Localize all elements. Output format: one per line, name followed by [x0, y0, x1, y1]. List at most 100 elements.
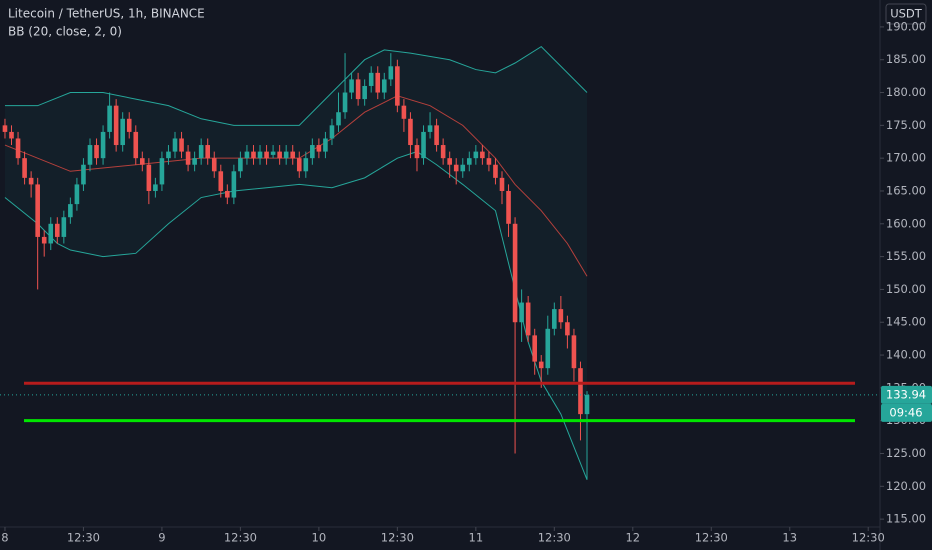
- candle-body: [94, 145, 99, 159]
- candle-body: [375, 72, 381, 93]
- candle-body: [100, 131, 106, 159]
- countdown-label: 09:46: [889, 405, 922, 419]
- candle-body: [211, 158, 217, 172]
- candle-body: [192, 158, 197, 165]
- y-tick-label: 125.00: [886, 446, 926, 460]
- candle-body: [126, 118, 132, 132]
- y-tick-label: 175.00: [886, 118, 926, 132]
- candle-body: [41, 236, 47, 244]
- candle-body: [329, 125, 335, 139]
- y-tick-label: 185.00: [886, 52, 926, 66]
- candle-body: [440, 145, 446, 159]
- candle-body: [198, 145, 204, 159]
- y-tick-label: 150.00: [886, 282, 926, 296]
- y-tick-label: 155.00: [886, 249, 926, 263]
- candle-body: [303, 158, 309, 172]
- candle-body: [244, 151, 250, 159]
- candle-body: [414, 145, 420, 159]
- candle-body: [453, 164, 459, 172]
- candle-body: [225, 190, 230, 198]
- candle-body: [218, 171, 224, 191]
- candle-body: [381, 79, 387, 93]
- candle-body: [480, 151, 485, 159]
- candle-body: [68, 204, 73, 218]
- x-tick-label: 12:30: [224, 531, 257, 545]
- candle-body: [421, 131, 426, 159]
- candle-body: [525, 302, 531, 336]
- candle-body: [310, 145, 315, 159]
- candle-body: [264, 151, 269, 159]
- candle-body: [584, 394, 590, 415]
- y-tick-label: 145.00: [886, 315, 926, 329]
- y-tick-label: 115.00: [886, 512, 926, 526]
- candle-body: [22, 158, 27, 178]
- candle-body: [28, 177, 34, 185]
- last-price-label: 133.94: [886, 387, 926, 401]
- candle-body: [231, 171, 237, 198]
- y-tick-label: 180.00: [886, 85, 926, 99]
- candle-body: [355, 79, 361, 100]
- unit-label[interactable]: USDT: [890, 7, 923, 21]
- candle-body: [499, 177, 505, 191]
- candle-body: [146, 164, 152, 191]
- candle-body: [427, 125, 433, 132]
- candle-body: [395, 66, 400, 106]
- candle-body: [283, 151, 289, 159]
- candle-body: [107, 105, 112, 132]
- candle-body: [473, 151, 479, 159]
- candle-body: [2, 125, 8, 132]
- candle-body: [545, 328, 551, 369]
- candle-body: [290, 151, 296, 159]
- y-tick-label: 170.00: [886, 151, 926, 165]
- x-tick-label: 12:30: [695, 531, 728, 545]
- y-tick-label: 190.00: [886, 19, 926, 33]
- candle-body: [159, 158, 165, 185]
- candle-body: [362, 85, 367, 100]
- unit-box[interactable]: [885, 3, 927, 25]
- candle-body: [519, 302, 524, 323]
- candle-body: [81, 164, 86, 185]
- candle-body: [401, 105, 407, 119]
- candle-body: [336, 112, 341, 126]
- candle-body: [506, 190, 511, 224]
- candle-body: [388, 66, 394, 80]
- candle-body: [460, 164, 466, 172]
- candle-body: [493, 164, 498, 178]
- candle-body: [447, 158, 452, 165]
- band-line: [4, 45, 588, 126]
- x-tick-label: 10: [312, 531, 327, 545]
- candle-body: [434, 125, 439, 146]
- countdown-box: [881, 403, 932, 422]
- x-tick-label: 12:30: [538, 531, 571, 545]
- x-tick-label: 12:30: [67, 531, 100, 545]
- candle-body: [9, 131, 14, 139]
- candle-body: [552, 309, 557, 329]
- x-tick-label: 9: [158, 531, 165, 545]
- candle-body: [185, 151, 191, 165]
- candle-body: [571, 335, 577, 369]
- candle-body: [35, 184, 40, 237]
- candle-body: [296, 158, 302, 172]
- candle-body: [87, 145, 93, 165]
- x-tick-label: 12:30: [852, 531, 885, 545]
- candle-body: [205, 145, 211, 159]
- y-tick-label: 120.00: [886, 479, 926, 493]
- candle-body: [486, 158, 492, 165]
- candle-body: [140, 158, 145, 165]
- x-tick-label: 11: [469, 531, 484, 545]
- x-tick-label: 12:30: [381, 531, 414, 545]
- candle-body: [153, 184, 158, 191]
- candle-body: [512, 223, 518, 323]
- candle-body: [54, 223, 60, 237]
- candle-body: [323, 138, 328, 152]
- candle-body: [257, 151, 263, 159]
- candle-body: [316, 145, 322, 152]
- candle-body: [238, 158, 243, 172]
- candle-body: [342, 92, 348, 113]
- x-tick-label: 12: [625, 531, 640, 545]
- candle-body: [270, 151, 276, 155]
- candle-body: [113, 105, 119, 146]
- candle-body: [368, 72, 374, 86]
- candle-body: [538, 361, 544, 369]
